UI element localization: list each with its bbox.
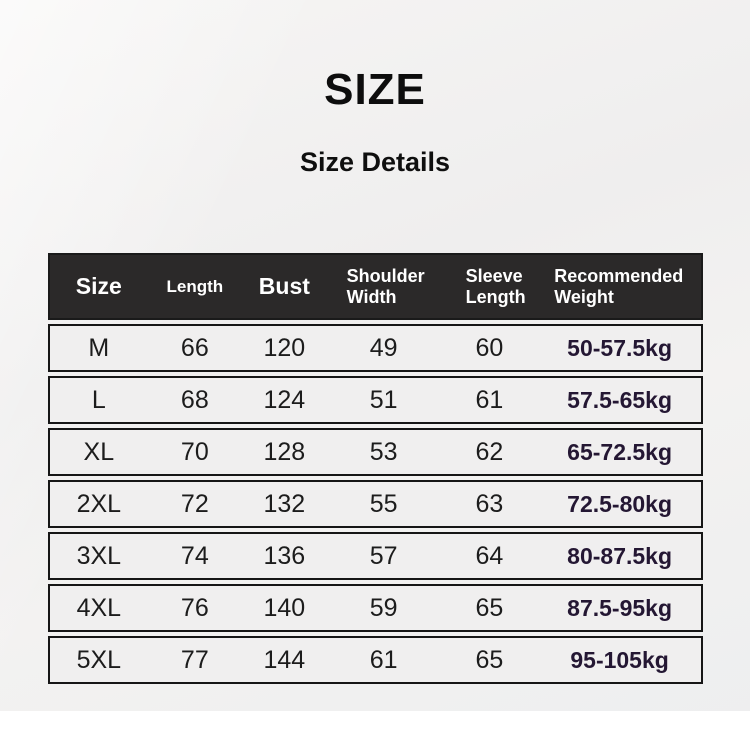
- cell-length: 70: [180, 437, 209, 466]
- cell-length: 66: [180, 333, 209, 362]
- column-header-sleeve_length: Sleeve Length: [465, 265, 526, 307]
- cell-size: 4XL: [76, 593, 122, 622]
- cell-size: XL: [83, 437, 115, 466]
- cell-recommended_weight: 50-57.5kg: [567, 334, 673, 361]
- cell-size: M: [88, 333, 110, 362]
- table-row: 4XL 76 140 59 65 87.5-95kg: [48, 584, 703, 632]
- column-header-size: Size: [75, 273, 122, 300]
- cell-length: 77: [180, 645, 209, 674]
- table-body: M 66 120 49 60 50-57.5kg L 68 124 51 61 57.5-65kg XL…: [48, 324, 703, 684]
- cell-sleeve_length: 62: [475, 437, 504, 466]
- cell-size: 5XL: [76, 645, 122, 674]
- cell-length: 74: [180, 541, 209, 570]
- cell-bust: 124: [263, 385, 306, 414]
- cell-recommended_weight: 80-87.5kg: [567, 542, 673, 569]
- cell-sleeve_length: 65: [475, 593, 504, 622]
- cell-bust: 140: [263, 593, 306, 622]
- cell-shoulder_width: 53: [369, 437, 398, 466]
- cell-recommended_weight: 87.5-95kg: [567, 594, 673, 621]
- page-title: SIZE: [324, 65, 426, 114]
- cell-shoulder_width: 51: [369, 385, 398, 414]
- cell-recommended_weight: 65-72.5kg: [567, 438, 673, 465]
- cell-bust: 128: [263, 437, 306, 466]
- cell-sleeve_length: 63: [475, 489, 504, 518]
- column-header-length: Length: [166, 276, 224, 296]
- table-header-row: Size Length Bust Shoulder Width Sleeve Lengt…: [48, 253, 703, 320]
- cell-sleeve_length: 60: [475, 333, 504, 362]
- cell-recommended_weight: 57.5-65kg: [567, 386, 673, 413]
- table-row: L 68 124 51 61 57.5-65kg: [48, 376, 703, 424]
- column-header-bust: Bust: [258, 273, 310, 300]
- table-row: M 66 120 49 60 50-57.5kg: [48, 324, 703, 372]
- table-row: 5XL 77 144 61 65 95-105kg: [48, 636, 703, 684]
- cell-recommended_weight: 72.5-80kg: [567, 490, 673, 517]
- cell-size: L: [91, 385, 106, 414]
- size-table: Size Length Bust Shoulder Width Sleeve Lengt…: [48, 253, 703, 684]
- cell-bust: 120: [263, 333, 306, 362]
- table-row: XL 70 128 53 62 65-72.5kg: [48, 428, 703, 476]
- cell-bust: 136: [263, 541, 306, 570]
- table-row: 3XL 74 136 57 64 80-87.5kg: [48, 532, 703, 580]
- cell-shoulder_width: 61: [369, 645, 398, 674]
- column-header-shoulder_width: Shoulder Width: [346, 265, 425, 307]
- column-header-recommended_weight: Recommended Weight: [554, 265, 684, 307]
- cell-shoulder_width: 59: [369, 593, 398, 622]
- cell-length: 72: [180, 489, 209, 518]
- table-row: 2XL 72 132 55 63 72.5-80kg: [48, 480, 703, 528]
- cell-shoulder_width: 57: [369, 541, 398, 570]
- cell-bust: 132: [263, 489, 306, 518]
- cell-length: 76: [180, 593, 209, 622]
- cell-recommended_weight: 95-105kg: [570, 646, 669, 673]
- cell-sleeve_length: 64: [475, 541, 504, 570]
- bottom-whitespace: [0, 711, 750, 752]
- cell-sleeve_length: 65: [475, 645, 504, 674]
- page-subtitle: Size Details: [299, 147, 451, 177]
- cell-bust: 144: [263, 645, 306, 674]
- cell-size: 3XL: [76, 541, 122, 570]
- cell-length: 68: [180, 385, 209, 414]
- cell-shoulder_width: 49: [369, 333, 398, 362]
- cell-size: 2XL: [76, 489, 122, 518]
- cell-sleeve_length: 61: [475, 385, 504, 414]
- cell-shoulder_width: 55: [369, 489, 398, 518]
